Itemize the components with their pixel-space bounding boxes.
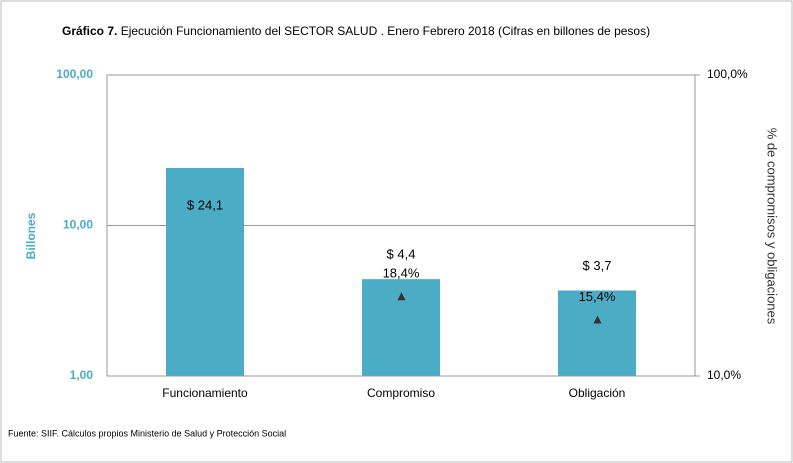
x-tick-label: Obligación [569,386,626,400]
data-label: 15,4% [579,289,616,304]
marker [397,292,406,301]
x-tick-label: Compromiso [367,386,435,400]
source-note: Fuente: SIIF. Cálculos propios Ministeri… [8,428,286,438]
y2-tick-label: 100,0% [707,67,748,81]
y-tick-label: 10,00 [63,218,93,232]
data-label: 18,4% [383,266,420,281]
y-tick-label: 1,00 [70,368,94,382]
y2-axis-label: % de compromisos y obligaciones [765,128,780,325]
title-prefix: Gráfico 7. [62,24,117,38]
data-label: $ 24,1 [187,197,223,212]
title-text: Ejecución Funcionamiento del SECTOR SALU… [121,24,650,38]
x-tick-label: Funcionamiento [162,386,248,400]
y2-tick-label: 10,0% [707,368,741,382]
data-label: $ 4,4 [387,247,416,262]
chart-title: Gráfico 7. Ejecución Funcionamiento del … [62,24,650,38]
bar [558,290,636,376]
y-tick-label: 100,00 [56,67,93,81]
marker [593,315,602,324]
y-axis-label: Billones [24,212,38,259]
data-label: $ 3,7 [583,258,612,273]
bar [166,168,244,376]
